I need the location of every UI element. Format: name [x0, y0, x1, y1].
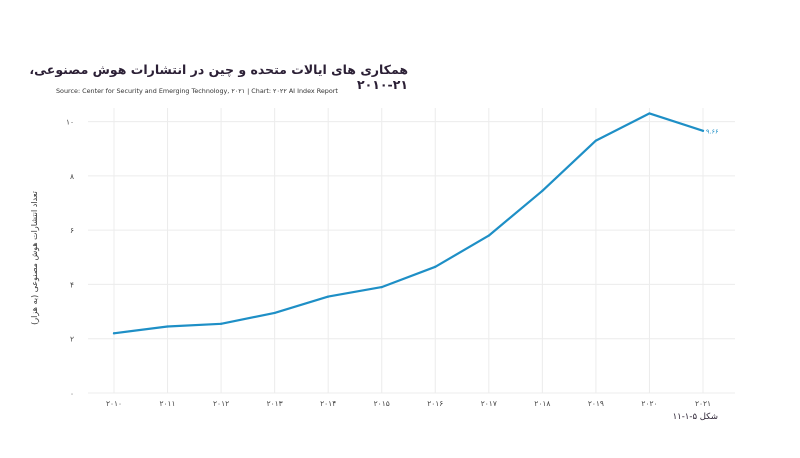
data-point [594, 139, 598, 142]
y-tick-label: ۲ [70, 335, 74, 344]
data-point [487, 234, 490, 237]
source-note: Source: Center for Security and Emerging… [56, 87, 338, 95]
x-tick-label: ۲۰۱۴ [320, 399, 336, 408]
end-value-label: ۹.۶۶ [706, 127, 719, 135]
x-tick-label: ۲۰۱۶ [427, 399, 443, 408]
x-tick-label: ۲۰۱۰ [106, 399, 122, 408]
data-point [273, 311, 276, 315]
x-tick-label: ۲۰۲۱ [695, 399, 711, 408]
y-tick-label: ۴ [70, 280, 74, 289]
data-point [648, 112, 651, 115]
y-axis-title: تعداد انتشارات هوش مصنوعی (به هزار) [30, 191, 39, 325]
x-tick-label: ۲۰۱۲ [213, 399, 229, 408]
x-axis-ticks: ۲۰۱۰ ۲۰۱۱ ۲۰۱۲ ۲۰۱۳ ۲۰۱۴ ۲۰۱۵ ۲۰۱۶ ۲۰۱۷ ۲۰۱۸ ۲۰۱۹… [106, 399, 711, 408]
y-tick-label: ۰ [70, 389, 74, 398]
data-point [219, 322, 223, 325]
series-layer: ۹.۶۶ [112, 112, 719, 335]
x-tick-label: ۲۰۱۳ [267, 399, 283, 408]
grid-lines [88, 108, 735, 394]
series-line [112, 112, 705, 335]
data-point [701, 129, 705, 132]
x-tick-label: ۲۰۱۸ [534, 399, 550, 408]
data-point [327, 295, 330, 298]
y-axis-ticks: ۰ ۲ ۴ ۶ ۸ ۱۰ [66, 118, 74, 398]
y-tick-label: ۶ [70, 226, 74, 235]
x-tick-label: ۲۰۲۰ [641, 399, 657, 408]
x-tick-label: ۲۰۱۹ [588, 399, 604, 408]
figure-label: شکل ۵-۱-۱۱ [672, 412, 718, 422]
y-tick-label: ۸ [70, 172, 74, 181]
x-tick-label: ۲۰۱۵ [374, 399, 390, 408]
data-point [541, 189, 544, 192]
x-tick-label: ۲۰۱۱ [159, 399, 175, 408]
data-point [380, 286, 383, 289]
y-tick-label: ۱۰ [66, 118, 74, 127]
x-tick-label: ۲۰۱۷ [481, 399, 497, 408]
data-point [434, 265, 437, 268]
chart-title: همکاری های ایالات متحده و چین در انتشارا… [29, 62, 408, 92]
data-point [112, 332, 116, 335]
data-point [166, 325, 169, 328]
